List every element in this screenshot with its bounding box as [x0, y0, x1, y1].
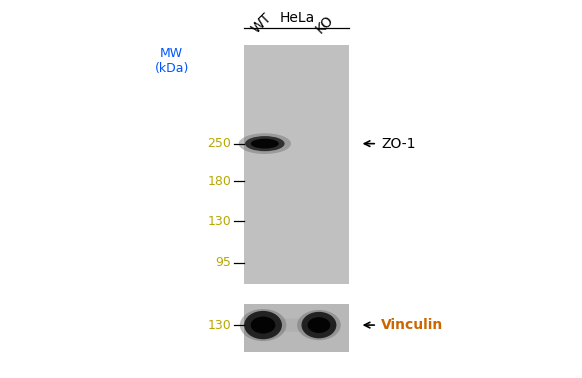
Text: 130: 130 — [207, 215, 231, 228]
Text: MW
(kDa): MW (kDa) — [154, 47, 189, 75]
Ellipse shape — [244, 311, 282, 339]
Text: WT: WT — [249, 10, 275, 36]
Ellipse shape — [244, 318, 338, 332]
Ellipse shape — [297, 310, 341, 340]
Text: 250: 250 — [207, 137, 231, 150]
Text: ZO-1: ZO-1 — [381, 136, 416, 151]
Text: 180: 180 — [207, 175, 231, 188]
Text: HeLa: HeLa — [279, 11, 314, 25]
Ellipse shape — [240, 309, 286, 341]
Text: 130: 130 — [207, 319, 231, 332]
Ellipse shape — [245, 136, 285, 151]
Ellipse shape — [251, 317, 275, 333]
Ellipse shape — [251, 139, 279, 149]
Text: KO: KO — [313, 12, 336, 36]
Text: Vinculin: Vinculin — [381, 318, 443, 332]
Bar — [244, 304, 349, 352]
Ellipse shape — [301, 312, 336, 338]
Text: 95: 95 — [215, 256, 231, 269]
Ellipse shape — [239, 133, 291, 154]
Ellipse shape — [308, 317, 331, 333]
Bar — [244, 45, 349, 284]
